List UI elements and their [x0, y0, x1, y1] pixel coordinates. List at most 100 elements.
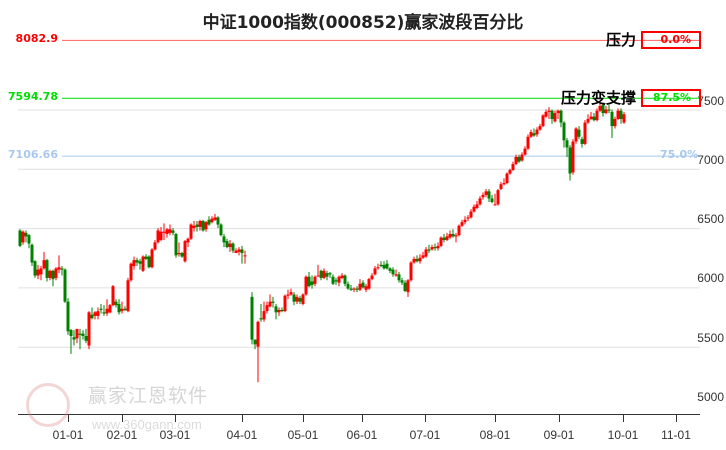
candle [406, 279, 410, 297]
candle [370, 273, 374, 281]
candle [180, 251, 184, 258]
level-value-label: 8082.9 [15, 32, 58, 46]
candle [577, 126, 581, 140]
candle [213, 213, 217, 221]
candle [183, 239, 187, 263]
candle [358, 279, 362, 291]
candle [60, 266, 64, 276]
candle [204, 220, 208, 232]
x-tick-label: 09-01 [543, 428, 575, 442]
candle [195, 220, 199, 232]
candle [129, 262, 133, 282]
x-tick-label: 06-01 [346, 428, 378, 442]
candle [508, 168, 512, 175]
candle [108, 304, 112, 314]
candle [436, 242, 440, 251]
candle [541, 114, 545, 128]
candle [207, 216, 211, 226]
candle [231, 242, 235, 254]
candle [535, 127, 539, 137]
candle [237, 247, 241, 256]
candle [105, 299, 109, 316]
candle [538, 123, 542, 131]
candle [165, 228, 169, 238]
x-axis [18, 414, 700, 422]
candle [210, 216, 214, 224]
y-tick-label: 5500 [697, 330, 724, 345]
candle [586, 114, 590, 124]
candle [33, 260, 37, 278]
candle [24, 230, 28, 243]
candle [219, 223, 223, 237]
candle [84, 328, 88, 344]
candle [601, 102, 605, 117]
candle [72, 330, 76, 346]
candle [352, 287, 356, 293]
candle [135, 257, 139, 267]
candle [111, 285, 115, 307]
candle [268, 294, 272, 308]
candle [472, 204, 476, 213]
y-tick-label: 7000 [697, 152, 724, 167]
candle [334, 277, 338, 286]
watermark-logo-icon [26, 383, 70, 427]
candle [99, 304, 103, 314]
candle [328, 271, 332, 278]
candle [292, 292, 296, 306]
candle [598, 102, 602, 112]
y-tick-label: 7500 [697, 93, 724, 108]
level-annotation: 压力 [605, 31, 636, 50]
candle [484, 188, 488, 198]
x-tick-label: 05-01 [287, 428, 319, 442]
x-tick-label: 10-01 [607, 428, 639, 442]
candle [532, 128, 536, 137]
candle [280, 307, 284, 313]
candle [316, 264, 320, 277]
candle [277, 307, 281, 316]
candle [30, 243, 34, 267]
candle [391, 267, 395, 277]
candle [78, 328, 82, 350]
candle [562, 121, 566, 148]
candle [502, 178, 506, 186]
candle [228, 239, 232, 252]
watermark: 赢家江恩软件 www.360gann.com [18, 381, 238, 441]
candle [138, 258, 142, 270]
candle [364, 283, 368, 293]
candle [36, 264, 40, 280]
candle [225, 238, 229, 249]
level-value-label: 7594.78 [7, 90, 58, 104]
candle [475, 200, 479, 210]
candle [403, 280, 407, 293]
candle [550, 109, 554, 124]
candle [153, 239, 157, 251]
candle [301, 293, 305, 306]
candle [454, 232, 458, 243]
candle [271, 296, 275, 308]
candle [117, 299, 121, 315]
candle [427, 244, 431, 254]
candle [274, 304, 278, 320]
x-tick-label: 08-01 [479, 428, 511, 442]
candle [253, 339, 257, 350]
candle [298, 295, 302, 305]
candle [616, 108, 620, 121]
candle [367, 277, 371, 290]
candle [144, 254, 148, 261]
candle [147, 255, 151, 269]
candle [42, 251, 46, 270]
candle [141, 255, 145, 272]
candle [505, 172, 509, 185]
candle [556, 109, 560, 119]
candle [526, 134, 530, 150]
candle [511, 161, 515, 172]
candle [481, 192, 485, 200]
candle [126, 277, 130, 313]
candle [256, 320, 260, 383]
candle [595, 108, 599, 122]
candle [466, 215, 470, 221]
candle [421, 251, 425, 259]
candle [610, 109, 614, 138]
watermark-text: 赢家江恩软件 [88, 385, 209, 407]
candle [490, 194, 494, 204]
